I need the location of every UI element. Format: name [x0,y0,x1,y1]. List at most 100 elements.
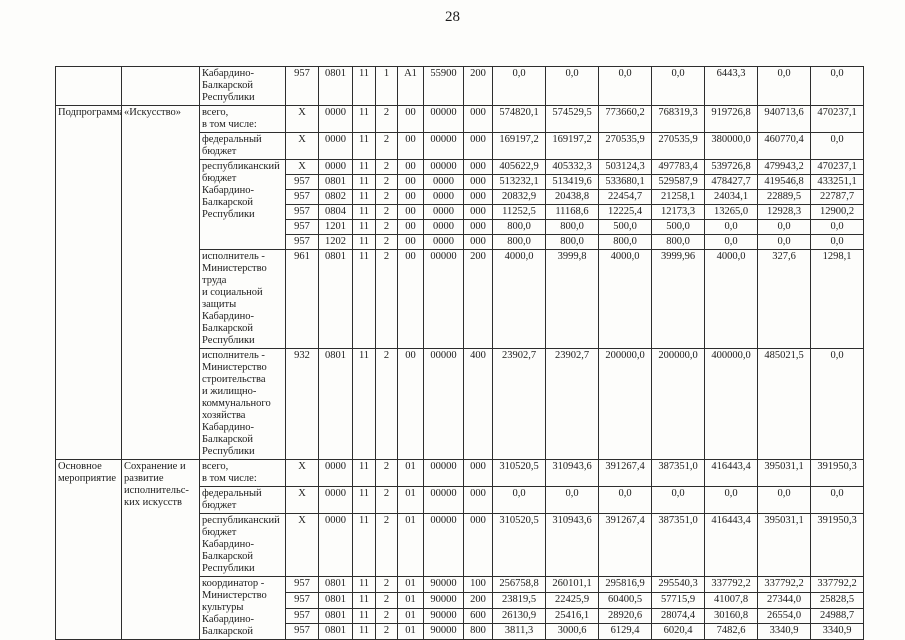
category-cell: Подпрограмма [55,105,122,460]
code-cell: 01 [397,576,424,593]
code-cell: 11 [352,607,376,625]
code-cell: 957 [285,189,319,205]
code-cell: 0801 [318,576,353,593]
value-cell: 25416,1 [545,607,599,625]
code-cell: 000 [463,204,493,220]
value-cell: 0,0 [704,234,758,250]
code-cell: 11 [352,623,376,640]
name-cell [121,66,200,106]
code-cell: 00000 [423,105,464,133]
value-cell: 0,0 [757,234,811,250]
code-cell: 000 [463,189,493,205]
value-cell: 6020,4 [651,623,705,640]
code-cell: 0801 [318,591,353,609]
code-cell: 000 [463,105,493,133]
value-cell: 310520,5 [492,459,546,487]
code-cell: 0000 [423,234,464,250]
code-cell: 400 [463,348,493,460]
code-cell: X [285,459,319,487]
value-cell: 0,0 [810,219,864,235]
value-cell: 405332,3 [545,159,599,175]
label-cell: всего, в том числе: [199,105,286,133]
label-cell: всего, в том числе: [199,459,286,487]
value-cell: 391267,4 [598,459,652,487]
value-cell: 337792,2 [704,576,758,593]
value-cell: 800,0 [545,234,599,250]
value-cell: 22787,7 [810,189,864,205]
code-cell: 000 [463,459,493,487]
code-cell: 957 [285,219,319,235]
code-cell: 2 [375,234,398,250]
code-cell: 11 [352,591,376,609]
table-row: 957 1201 11 2 00 0000 000 800,0 800,0 500,0 500,0 0… [56,219,864,235]
value-cell: 500,0 [598,219,652,235]
code-cell: 00 [397,249,424,349]
value-cell: 503124,3 [598,159,652,175]
value-cell: 23819,5 [492,591,546,609]
value-cell: 28920,6 [598,607,652,625]
code-cell: 100 [463,576,493,593]
code-cell: 01 [397,591,424,609]
value-cell: 20438,8 [545,189,599,205]
code-cell: 01 [397,623,424,640]
code-cell: 11 [352,189,376,205]
label-cell: Кабардино- Балкарской Республики [199,66,286,106]
value-cell: 3999,8 [545,249,599,349]
value-cell: 768319,3 [651,105,705,133]
value-cell: 57715,9 [651,591,705,609]
code-cell: 957 [285,66,319,106]
code-cell: X [285,486,319,514]
code-cell: 0801 [318,623,353,640]
value-cell: 533680,1 [598,174,652,190]
value-cell: 940713,6 [757,105,811,133]
value-cell: 270535,9 [598,132,652,160]
value-cell: 26554,0 [757,607,811,625]
code-cell: 957 [285,591,319,609]
code-cell: 1 [375,66,398,106]
value-cell: 24988,7 [810,607,864,625]
value-cell: 327,6 [757,249,811,349]
code-cell: 000 [463,132,493,160]
code-cell: 957 [285,204,319,220]
code-cell: 0000 [423,219,464,235]
value-cell: 256758,8 [492,576,546,593]
value-cell: 574529,5 [545,105,599,133]
code-cell: 2 [375,159,398,175]
value-cell: 200000,0 [651,348,705,460]
code-cell: 11 [352,174,376,190]
code-cell: 957 [285,607,319,625]
code-cell: 11 [352,105,376,133]
code-cell: 00 [397,174,424,190]
code-cell: 200 [463,591,493,609]
code-cell: 0000 [423,204,464,220]
code-cell: 0801 [318,66,353,106]
code-cell: 00000 [423,159,464,175]
value-cell: 479943,2 [757,159,811,175]
value-cell: 574820,1 [492,105,546,133]
code-cell: 11 [352,459,376,487]
code-cell: 0000 [318,486,353,514]
code-cell: 90000 [423,607,464,625]
value-cell: 400000,0 [704,348,758,460]
value-cell: 0,0 [757,66,811,106]
code-cell: 957 [285,623,319,640]
value-cell: 0,0 [651,486,705,514]
value-cell: 391267,4 [598,513,652,577]
code-cell: X [285,105,319,133]
value-cell: 529587,9 [651,174,705,190]
value-cell: 4000,0 [492,249,546,349]
code-cell: 00000 [423,348,464,460]
value-cell: 0,0 [757,486,811,514]
code-cell: 90000 [423,591,464,609]
code-cell: 90000 [423,576,464,593]
value-cell: 6129,4 [598,623,652,640]
value-cell: 470237,1 [810,159,864,175]
value-cell: 337792,2 [810,576,864,593]
code-cell: 957 [285,234,319,250]
code-cell: 00 [397,159,424,175]
label-cell: исполнитель - Министерство труда и социа… [199,249,286,349]
label-cell: исполнитель - Министерство строительства… [199,348,286,460]
code-cell: 0801 [318,174,353,190]
value-cell: 0,0 [810,348,864,460]
code-cell: 0000 [318,105,353,133]
